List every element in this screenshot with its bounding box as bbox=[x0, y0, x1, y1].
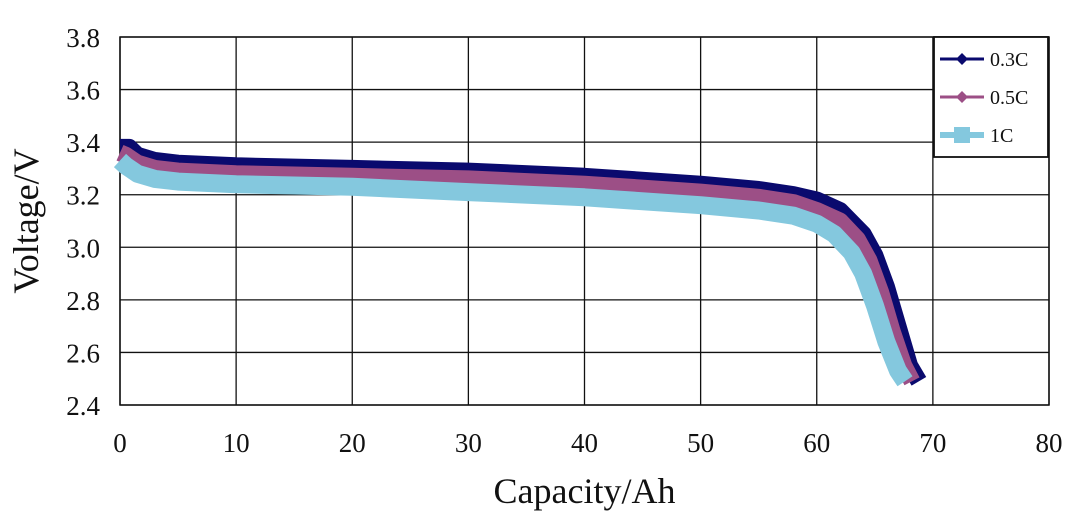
x-tick-label: 10 bbox=[223, 428, 250, 458]
y-tick-label: 2.4 bbox=[66, 391, 100, 421]
y-tick-label: 2.8 bbox=[66, 286, 100, 316]
series-line-05c bbox=[116, 144, 920, 386]
plot-frame bbox=[119, 36, 1050, 406]
legend: 0.3C 0.5C 1C bbox=[933, 36, 1049, 158]
x-tick-label: 30 bbox=[455, 428, 482, 458]
x-tick-label: 70 bbox=[919, 428, 946, 458]
y-tick-label: 2.6 bbox=[66, 338, 100, 368]
x-tick-labels: 0 10 20 30 40 50 60 70 80 bbox=[113, 428, 1062, 458]
x-axis-label: Capacity/Ah bbox=[494, 471, 676, 511]
y-tick-label: 3.8 bbox=[66, 23, 100, 53]
y-tick-labels: 2.4 2.6 2.8 3.0 3.2 3.4 3.6 3.8 bbox=[66, 23, 100, 421]
series-layer bbox=[113, 138, 927, 387]
y-tick-label: 3.4 bbox=[66, 128, 100, 158]
x-tick-label: 60 bbox=[803, 428, 830, 458]
y-tick-label: 3.6 bbox=[66, 76, 100, 106]
legend-marker-square bbox=[954, 127, 970, 143]
legend-marker-diamond bbox=[956, 53, 968, 65]
legend-entry: 0.5C bbox=[990, 87, 1028, 109]
y-tick-label: 3.2 bbox=[66, 181, 100, 211]
series-line-1c bbox=[113, 153, 913, 387]
y-axis-label: Voltage/V bbox=[6, 148, 46, 293]
x-tick-label: 40 bbox=[571, 428, 598, 458]
x-tick-label: 20 bbox=[339, 428, 366, 458]
y-tick-label: 3.0 bbox=[66, 233, 100, 263]
x-tick-label: 0 bbox=[113, 428, 127, 458]
x-tick-label: 80 bbox=[1036, 428, 1063, 458]
legend-entry: 0.3C bbox=[990, 49, 1028, 71]
legend-marker-diamond bbox=[956, 91, 968, 103]
legend-entry: 1C bbox=[990, 125, 1013, 147]
x-tick-label: 50 bbox=[687, 428, 714, 458]
